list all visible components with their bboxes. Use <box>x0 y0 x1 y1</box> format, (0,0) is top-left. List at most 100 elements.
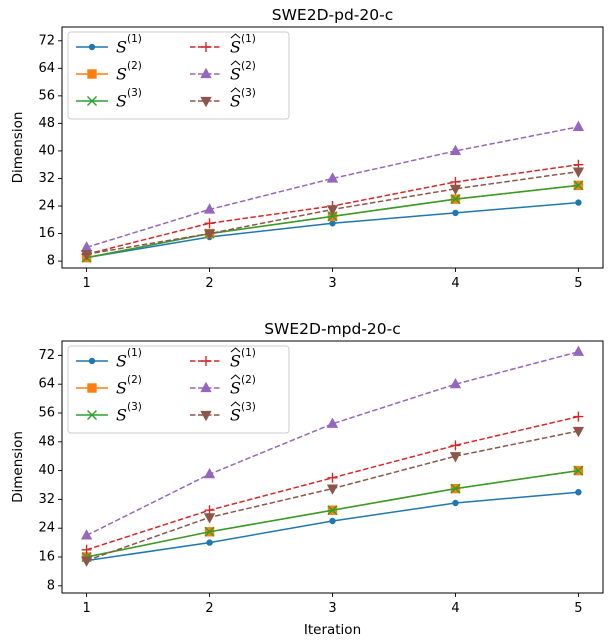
legend-label: S <box>230 38 241 57</box>
data-point <box>452 499 459 507</box>
legend-swatch-marker <box>88 43 96 51</box>
series-5 <box>80 345 585 540</box>
legend-label: S <box>230 379 241 398</box>
data-point <box>80 556 93 567</box>
legend-swatch-marker <box>88 357 96 365</box>
y-tick-label: 32 <box>38 492 55 507</box>
x-tick-label: 1 <box>82 276 90 291</box>
data-point <box>326 205 339 216</box>
y-tick-label: 72 <box>38 33 55 48</box>
legend: S (1)S (2)S (3)S (1)S (2)S (3) <box>67 345 290 434</box>
x-tick-label: 2 <box>205 601 213 616</box>
legend-swatch-marker <box>87 410 97 420</box>
x-tick-label: 5 <box>574 276 582 291</box>
y-axis-label: Dimension <box>10 431 26 503</box>
y-tick-label: 16 <box>38 226 55 241</box>
legend-label-superscript: (3) <box>241 401 256 413</box>
series-3 <box>81 465 584 562</box>
legend-label-superscript: (2) <box>241 374 256 386</box>
data-point <box>572 120 585 131</box>
hat-mark <box>230 401 241 407</box>
data-point <box>203 229 216 240</box>
legend-label: S <box>230 92 241 111</box>
data-point <box>449 377 462 389</box>
x-tick-label: 4 <box>451 276 459 291</box>
data-point <box>204 526 215 537</box>
x-tick-label: 3 <box>328 601 336 616</box>
hat-mark <box>230 374 241 380</box>
series-6 <box>80 167 585 261</box>
legend-label: S <box>230 406 241 425</box>
legend-box <box>67 31 290 120</box>
legend-entry: S (2) <box>76 60 142 84</box>
y-tick-label: 24 <box>38 199 55 214</box>
series-line <box>86 126 579 249</box>
data-point <box>573 465 584 476</box>
data-point <box>326 484 339 495</box>
data-point <box>329 220 336 227</box>
y-tick-label: 48 <box>38 116 55 131</box>
legend-label: S <box>116 92 127 111</box>
legend-entry: S (2) <box>190 374 256 398</box>
legend-entry: S (2) <box>76 374 142 398</box>
legend-entry: S (1) <box>190 347 256 371</box>
data-point <box>80 529 93 540</box>
data-point <box>572 426 585 438</box>
data-point <box>449 184 462 196</box>
legend-swatch-marker <box>200 410 212 422</box>
legend-swatch-marker <box>87 96 97 106</box>
data-point <box>575 199 582 206</box>
legend-label-superscript: (1) <box>127 33 142 45</box>
legend-entry: S (3) <box>190 401 256 425</box>
legend-swatch-marker <box>200 67 212 79</box>
legend-entry: S (1) <box>76 347 142 371</box>
data-point <box>327 505 338 516</box>
data-point <box>203 513 216 524</box>
data-point <box>449 452 462 463</box>
legend-label: S <box>230 352 241 371</box>
legend-label-superscript: (1) <box>241 33 256 45</box>
legend-label-superscript: (2) <box>127 374 142 386</box>
x-tick-label: 3 <box>328 276 336 291</box>
chart-title: SWE2D-pd-20-c <box>272 6 393 24</box>
chart-panel-2: SWE2D-mpd-20-c 8 16 24 32 40 48 56 64 72 1 2 3 4 5 Dime… <box>10 320 604 638</box>
data-point <box>450 483 461 494</box>
legend-swatch-marker <box>200 381 212 393</box>
legend-entry: S (3) <box>190 87 256 111</box>
y-tick-label: 24 <box>38 521 55 536</box>
series-line <box>86 351 579 537</box>
legend-label-superscript: (2) <box>127 60 142 72</box>
legend-label: S <box>116 38 127 57</box>
data-point <box>329 517 336 525</box>
data-point <box>572 167 585 178</box>
legend-label-superscript: (3) <box>127 401 142 413</box>
legend-label: S <box>230 65 241 84</box>
data-point <box>450 440 461 451</box>
y-tick-label: 48 <box>38 434 55 449</box>
data-point <box>81 544 92 555</box>
x-axis-label: Iteration <box>304 622 361 638</box>
legend-entry: S (3) <box>76 401 142 425</box>
legend-swatch-marker <box>201 356 211 366</box>
legend-entry: S (3) <box>76 87 142 111</box>
chart-title: SWE2D-mpd-20-c <box>264 320 401 338</box>
series-5 <box>80 120 585 252</box>
x-tick-label: 4 <box>451 601 459 616</box>
hat-mark <box>230 33 241 39</box>
y-tick-label: 64 <box>38 377 55 392</box>
legend: S (1)S (2)S (3)S (1)S (2)S (3) <box>67 31 290 120</box>
y-tick-label: 8 <box>47 254 55 269</box>
data-point <box>326 172 339 183</box>
data-point <box>449 144 462 156</box>
legend-swatch-marker <box>87 69 97 79</box>
legend-label-superscript: (1) <box>241 347 256 359</box>
y-tick-label: 40 <box>38 143 55 158</box>
legend-label-superscript: (3) <box>241 87 256 99</box>
series-6 <box>80 426 585 567</box>
hat-mark <box>230 87 241 93</box>
data-point <box>326 417 339 428</box>
legend-box <box>67 345 290 434</box>
legend-entry: S (2) <box>190 60 256 84</box>
data-point <box>575 489 582 496</box>
legend-label: S <box>116 65 127 84</box>
